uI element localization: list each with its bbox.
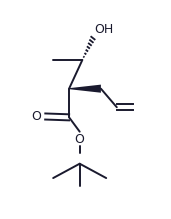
Text: O: O: [75, 133, 85, 146]
Text: OH: OH: [94, 23, 114, 36]
Polygon shape: [69, 85, 101, 93]
Text: O: O: [31, 110, 41, 123]
